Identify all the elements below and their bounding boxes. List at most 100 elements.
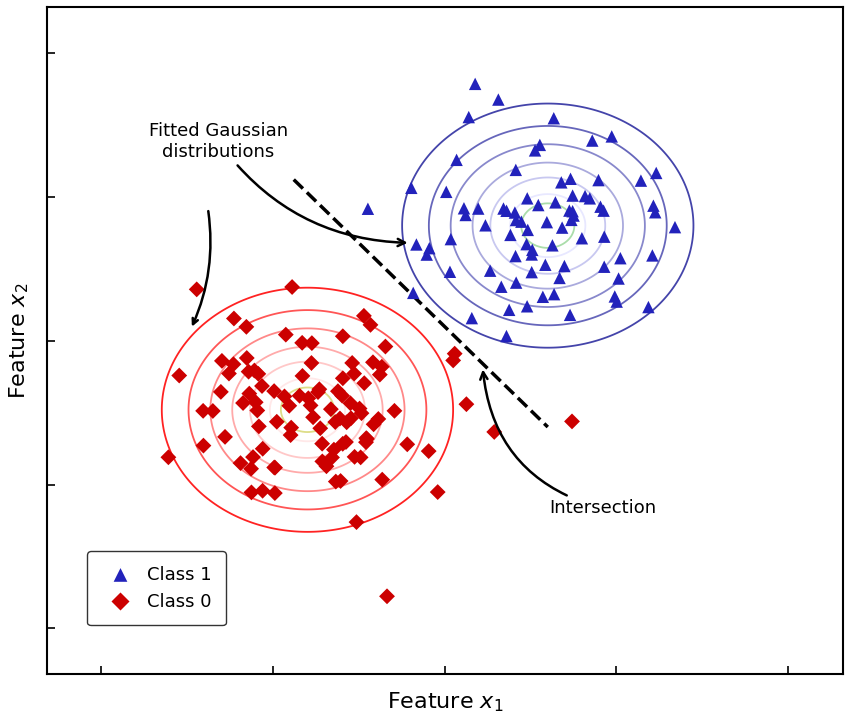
Point	[320, 461, 333, 472]
Point	[592, 174, 605, 186]
Point	[495, 281, 508, 293]
Point	[472, 203, 485, 214]
Point	[329, 476, 343, 487]
Point	[269, 462, 282, 474]
Point	[267, 385, 280, 397]
Point	[500, 330, 513, 342]
Point	[508, 207, 522, 218]
Point	[503, 229, 517, 241]
Point	[270, 416, 284, 428]
Point	[360, 436, 373, 448]
Point	[244, 463, 258, 474]
Point	[348, 451, 361, 463]
Point	[268, 461, 281, 473]
Point	[255, 380, 269, 392]
Point	[547, 112, 560, 124]
Point	[236, 397, 250, 409]
Point	[252, 368, 265, 380]
Point	[196, 405, 210, 417]
Point	[502, 304, 516, 316]
Point	[586, 135, 599, 146]
Point	[222, 368, 235, 379]
Point	[354, 451, 367, 463]
Point	[514, 216, 528, 227]
Point	[612, 273, 626, 284]
Point	[564, 173, 577, 185]
Point	[431, 486, 445, 497]
Point	[256, 485, 269, 497]
Point	[206, 405, 219, 417]
Point	[450, 154, 463, 166]
Point	[354, 407, 368, 419]
Point	[563, 205, 576, 216]
Point	[326, 452, 339, 464]
Point	[302, 392, 315, 404]
Point	[364, 319, 377, 331]
Point	[332, 386, 345, 397]
Point	[303, 399, 317, 411]
Point	[246, 451, 260, 463]
Point	[327, 444, 341, 456]
Point	[520, 193, 534, 204]
Point	[339, 436, 353, 448]
Point	[241, 366, 255, 377]
Point	[605, 131, 619, 142]
Point	[531, 199, 545, 211]
Point	[162, 451, 175, 463]
Point	[509, 214, 523, 226]
Point	[552, 273, 566, 284]
Point	[345, 357, 359, 368]
Point	[546, 239, 559, 251]
Point	[558, 260, 571, 272]
Point	[484, 265, 497, 276]
Point	[286, 281, 299, 293]
Point	[234, 457, 247, 469]
Point	[292, 390, 306, 402]
Point	[344, 412, 358, 424]
Point	[446, 355, 460, 366]
Point	[227, 313, 241, 324]
Point	[247, 365, 261, 376]
Point	[634, 175, 648, 187]
Point	[539, 259, 552, 270]
Point	[305, 337, 319, 349]
Point	[614, 252, 627, 264]
Point	[336, 390, 349, 402]
Point	[296, 370, 309, 381]
Point	[448, 348, 462, 360]
Point	[554, 177, 568, 188]
Point	[521, 224, 535, 236]
Point	[444, 234, 457, 245]
Point	[496, 203, 510, 214]
Point	[525, 266, 539, 278]
Point	[460, 399, 473, 410]
Point	[509, 164, 523, 176]
Point	[575, 232, 589, 244]
Point	[649, 206, 662, 218]
Point	[547, 288, 561, 300]
Point	[252, 420, 266, 432]
Point	[311, 386, 325, 398]
Point	[349, 516, 363, 528]
Point	[249, 397, 263, 408]
Point	[410, 239, 423, 250]
Point	[548, 197, 562, 208]
Point	[173, 370, 186, 381]
Point	[314, 423, 327, 434]
Point	[348, 368, 361, 379]
Point	[509, 277, 523, 288]
Point	[649, 167, 663, 179]
Point	[376, 474, 389, 485]
Point	[367, 418, 381, 430]
Point	[439, 186, 453, 198]
Text: Fitted Gaussian
distributions: Fitted Gaussian distributions	[149, 122, 405, 246]
Point	[240, 321, 253, 332]
Point	[380, 590, 394, 602]
Point	[462, 111, 475, 123]
Point	[487, 426, 501, 438]
Text: Intersection: Intersection	[480, 372, 656, 518]
Point	[509, 250, 523, 262]
Point	[284, 429, 298, 441]
X-axis label: Feature $x_1$: Feature $x_1$	[387, 691, 503, 714]
Point	[336, 330, 349, 342]
